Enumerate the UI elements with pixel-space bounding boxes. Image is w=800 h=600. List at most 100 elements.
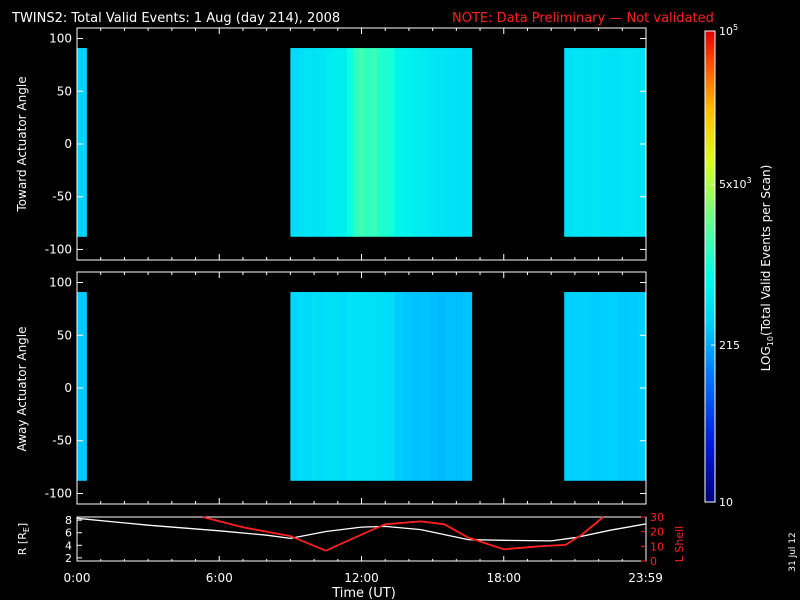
toward-heat-cell — [78, 48, 82, 237]
toward-heat-cell — [359, 48, 366, 237]
colorbar-label-sub: 10 — [766, 336, 775, 346]
toward-heat-cell — [403, 48, 413, 237]
toward-heat-cell — [582, 48, 592, 237]
away-heat-cell — [365, 292, 372, 481]
toward-heat-cell — [463, 48, 473, 237]
lshell-tick-label: 0 — [650, 555, 657, 568]
toward-heat-cell — [84, 48, 87, 237]
time-tick-label: 12:00 — [344, 571, 379, 585]
r-axis-label-main: R [R — [16, 532, 29, 555]
preliminary-note: NOTE: Data Preliminary — Not validated — [452, 11, 714, 26]
away-heat-cell — [403, 292, 413, 481]
lshell-line — [202, 516, 604, 552]
toward-heat-cell — [80, 48, 84, 237]
toward-heat-cell — [388, 48, 396, 237]
toward-heat-cell — [428, 48, 438, 237]
r-tick-label: 2 — [65, 552, 72, 565]
time-tick-label: 18:00 — [486, 571, 521, 585]
y-tick-label: 100 — [49, 32, 72, 46]
toward-heat-cell — [437, 48, 447, 237]
lshell-tick-label: 20 — [650, 526, 664, 539]
time-axis-label: Time (UT) — [331, 586, 396, 600]
y-tick-label: 100 — [49, 276, 72, 290]
toward-heat-cell — [290, 48, 298, 237]
away-heat-cell — [564, 292, 574, 481]
y-tick-label: -50 — [52, 434, 72, 448]
y-tick-label: -50 — [52, 190, 72, 204]
colorbar-label-rest: (Total Valid Events per Scan) — [759, 165, 773, 336]
away-heat-cell — [376, 292, 384, 481]
toward-heat-cell — [454, 48, 464, 237]
toward-heat-cell — [627, 48, 638, 237]
away-heat-cell — [370, 292, 378, 481]
y-tick-label: 0 — [64, 381, 72, 395]
away-heat-cell — [382, 292, 390, 481]
y-tick-label: 50 — [57, 328, 72, 342]
time-tick-label: 6:00 — [206, 571, 233, 585]
r-axis-label: R [RE] — [16, 523, 31, 555]
toward-heat-cell — [353, 48, 360, 237]
lshell-tick-label: 30 — [650, 511, 664, 524]
y-tick-label: -100 — [45, 486, 72, 500]
r-tick-label: 4 — [65, 539, 72, 552]
time-tick-label: 23:59 — [628, 571, 663, 585]
toward-heat-cell — [311, 48, 320, 237]
toward-heat-cell — [347, 48, 354, 237]
toward-heat-cell — [420, 48, 430, 237]
toward-heat-cell — [365, 48, 372, 237]
away-panel: -100 -50 0 50 100 Away Actuator Angle — [15, 271, 647, 505]
toward-heatmap — [77, 48, 647, 237]
toward-heat-cell — [573, 48, 583, 237]
figure-title: TWINS2: Total Valid Events: 1 Aug (day 2… — [11, 11, 340, 26]
away-heat-cell — [325, 292, 334, 481]
away-heat-cell — [437, 292, 447, 481]
colorbar-tick-label: 215 — [719, 339, 740, 352]
colorbar-ticks: 10 215 5x103 105 — [711, 23, 752, 509]
colorbar-tick-label: 5x103 — [719, 176, 752, 191]
toward-heat-cell — [333, 48, 341, 237]
away-heat-cell — [297, 292, 305, 481]
y-tick-label: 50 — [57, 84, 72, 98]
away-heat-cell — [80, 292, 84, 481]
away-heat-cell — [411, 292, 421, 481]
time-axis: 0:00 6:00 12:00 18:00 23:59 — [64, 571, 663, 585]
away-heat-cell — [573, 292, 583, 481]
away-heat-cell — [600, 292, 611, 481]
toward-heat-cell — [340, 48, 348, 237]
orbit-plot-frame — [76, 516, 647, 562]
y-tick-label: -100 — [45, 242, 72, 256]
away-heat-cell — [618, 292, 629, 481]
toward-y-axis: -100 -50 0 50 100 — [45, 28, 647, 260]
date-stamp: 31 Jul 12 — [788, 532, 798, 572]
toward-heat-cell — [618, 48, 629, 237]
away-heat-cell — [304, 292, 313, 481]
toward-heat-cell — [591, 48, 601, 237]
r-axis-label-sub: E — [22, 527, 31, 532]
away-heat-cell — [591, 292, 601, 481]
away-heat-cell — [318, 292, 327, 481]
toward-heat-cell — [394, 48, 404, 237]
toward-heat-cell — [600, 48, 611, 237]
r-axis-label-end: ] — [16, 523, 29, 527]
r-distance-line — [76, 517, 647, 542]
away-heat-cell — [454, 292, 464, 481]
away-heat-cell — [333, 292, 341, 481]
away-heat-cell — [394, 292, 404, 481]
away-heat-cell — [77, 292, 80, 481]
y-tick-label: 0 — [64, 137, 72, 151]
toward-heat-cell — [325, 48, 334, 237]
away-heat-cell — [311, 292, 320, 481]
away-heat-cell — [353, 292, 360, 481]
away-y-label: Away Actuator Angle — [15, 326, 29, 451]
away-heat-cell — [582, 292, 592, 481]
away-heat-cell — [420, 292, 430, 481]
away-heat-cell — [359, 292, 366, 481]
toward-heat-cell — [376, 48, 384, 237]
toward-heat-cell — [370, 48, 378, 237]
toward-heat-cell — [77, 48, 80, 237]
